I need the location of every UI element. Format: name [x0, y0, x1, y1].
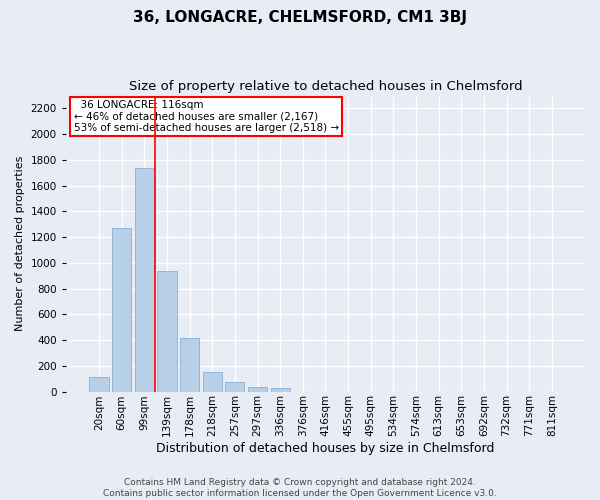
Text: Contains HM Land Registry data © Crown copyright and database right 2024.
Contai: Contains HM Land Registry data © Crown c…: [103, 478, 497, 498]
Text: 36, LONGACRE, CHELMSFORD, CM1 3BJ: 36, LONGACRE, CHELMSFORD, CM1 3BJ: [133, 10, 467, 25]
Bar: [180, 338, 199, 392]
X-axis label: Distribution of detached houses by size in Chelmsford: Distribution of detached houses by size …: [156, 442, 494, 455]
Title: Size of property relative to detached houses in Chelmsford: Size of property relative to detached ho…: [128, 80, 522, 93]
Y-axis label: Number of detached properties: Number of detached properties: [15, 156, 25, 331]
Text: 36 LONGACRE: 116sqm
← 46% of detached houses are smaller (2,167)
53% of semi-det: 36 LONGACRE: 116sqm ← 46% of detached ho…: [74, 100, 339, 133]
Bar: [89, 378, 109, 392]
Bar: [271, 388, 290, 392]
Bar: [157, 270, 176, 392]
Bar: [248, 387, 267, 392]
Bar: [135, 168, 154, 392]
Bar: [112, 228, 131, 392]
Bar: [225, 382, 244, 392]
Bar: [203, 372, 222, 392]
